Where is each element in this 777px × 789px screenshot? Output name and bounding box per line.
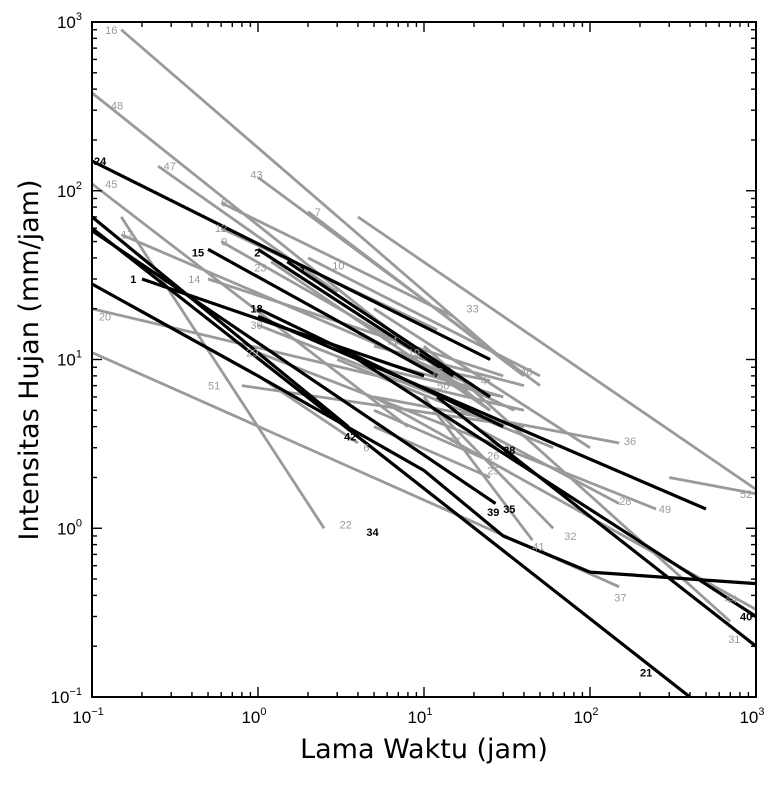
series-line-45: [91, 182, 409, 428]
series-label-25: 25: [487, 466, 499, 478]
series-line-26: [373, 409, 491, 463]
y-tick-label: 100: [57, 517, 82, 538]
x-tick-label: 101: [407, 706, 432, 727]
series-label-26: 26: [487, 451, 499, 463]
series-line-34: [91, 282, 757, 586]
series-label-42: 42: [344, 431, 356, 443]
series-label-3: 3: [298, 263, 304, 275]
series-label-35: 35: [503, 504, 515, 516]
x-tick-label: 100: [241, 706, 266, 727]
series-label-11: 11: [387, 335, 398, 347]
series-line-10: [307, 256, 541, 378]
series-label-47: 47: [164, 161, 176, 173]
series-line-38: [257, 314, 707, 511]
series-label-32: 32: [564, 531, 576, 543]
series-label-7: 7: [315, 207, 321, 219]
series-line-35: [436, 395, 757, 648]
series-label-38: 38: [503, 445, 515, 457]
series-label-41: 41: [532, 542, 544, 554]
series-line-33: [357, 215, 757, 491]
series-line-31: [423, 345, 732, 623]
series-label-46: 46: [520, 366, 532, 378]
x-tick-label: 10−1: [72, 706, 103, 727]
x-axis-title: Lama Waktu (jam): [300, 734, 548, 765]
series-label-30: 30: [250, 320, 262, 332]
series-line-46: [373, 307, 591, 449]
series-label-27: 27: [448, 436, 460, 448]
series-label-10: 10: [332, 261, 344, 273]
series-label-22: 22: [340, 520, 352, 532]
series-line-2: [257, 247, 455, 378]
series-label-9: 9: [221, 237, 227, 249]
series-label-51: 51: [208, 381, 220, 393]
series-label-6: 6: [363, 443, 369, 455]
series-line-19: [373, 344, 525, 387]
series-label-29: 29: [246, 348, 258, 360]
series-label-13: 13: [431, 366, 443, 378]
series-label-23: 23: [254, 263, 266, 275]
series-line-8: [220, 201, 454, 318]
series-label-19: 19: [408, 348, 420, 360]
series-label-45: 45: [105, 179, 117, 191]
series-label-33: 33: [466, 304, 478, 316]
series-line-42: [90, 215, 350, 428]
series-line-39: [91, 229, 497, 505]
y-tick-label: 102: [57, 180, 82, 201]
series-label-39: 39: [487, 507, 499, 519]
series-line-16: [120, 28, 505, 361]
series-label-21: 21: [640, 667, 652, 679]
series-line-32: [436, 409, 555, 530]
series-label-44: 44: [725, 594, 737, 606]
series-label-18: 18: [250, 304, 262, 316]
series-label-40: 40: [740, 612, 752, 624]
series-label-15: 15: [192, 248, 204, 260]
series-label-36: 36: [624, 436, 636, 448]
series-line-24: [91, 159, 491, 361]
series-line-52: [668, 476, 757, 496]
series-label-2: 2: [254, 248, 260, 260]
x-tick-label: 102: [573, 706, 598, 727]
series-label-28: 28: [619, 496, 631, 508]
series-label-1: 1: [130, 274, 136, 286]
series-line-15: [207, 247, 438, 378]
series-label-37: 37: [614, 592, 626, 604]
series-label-12: 12: [215, 223, 227, 235]
series-label-17: 17: [121, 230, 133, 242]
series-label-8: 8: [221, 198, 227, 210]
series-label-16: 16: [105, 25, 117, 37]
series-label-31: 31: [728, 634, 740, 646]
series-line-47: [157, 164, 339, 294]
series-line-7: [307, 210, 525, 378]
series-layer: [90, 28, 757, 699]
y-tick-label: 10−1: [51, 686, 82, 707]
series-label-48: 48: [111, 101, 123, 113]
series-label-34: 34: [366, 527, 379, 539]
series-label-4: 4: [481, 376, 487, 388]
series-label-49: 49: [659, 504, 671, 516]
series-line-3: [286, 260, 491, 399]
y-tick-label: 101: [57, 349, 82, 370]
series-label-20: 20: [99, 311, 111, 323]
series-label-50: 50: [437, 381, 449, 393]
y-tick-label: 103: [57, 11, 82, 32]
x-tick-label: 103: [739, 706, 764, 727]
series-label-43: 43: [250, 169, 262, 181]
series-label-24: 24: [94, 156, 107, 168]
series-line-21: [91, 226, 691, 699]
series-label-14: 14: [188, 274, 200, 286]
series-label-52: 52: [740, 489, 752, 501]
y-axis-title: Intensitas Hujan (mm/jam): [14, 179, 45, 540]
series-line-41: [422, 396, 534, 542]
